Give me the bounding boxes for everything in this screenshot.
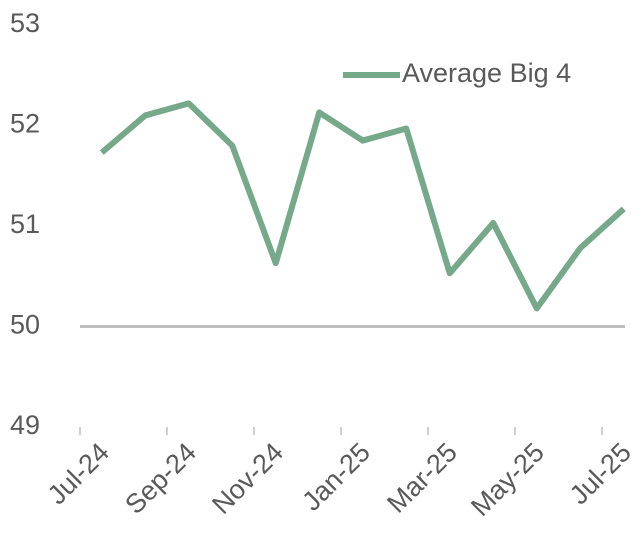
x-tick-label: May-25 [465, 437, 550, 522]
legend-label: Average Big 4 [402, 58, 571, 88]
y-tick-label: 52 [10, 109, 40, 139]
x-tick-label: Mar-25 [381, 437, 463, 519]
line [99, 100, 626, 312]
x-tick-label: Jul-25 [564, 437, 637, 510]
y-tick-label: 50 [10, 310, 40, 340]
x-tick-label: Sep-24 [119, 437, 202, 520]
y-tick-label: 53 [10, 8, 40, 38]
x-tick-label: Jul-24 [42, 437, 115, 510]
x-tick-label: Nov-24 [206, 437, 289, 520]
y-tick-label: 49 [10, 410, 40, 440]
x-tick-label: Jan-25 [296, 437, 376, 517]
y-tick-label: 51 [10, 209, 40, 239]
